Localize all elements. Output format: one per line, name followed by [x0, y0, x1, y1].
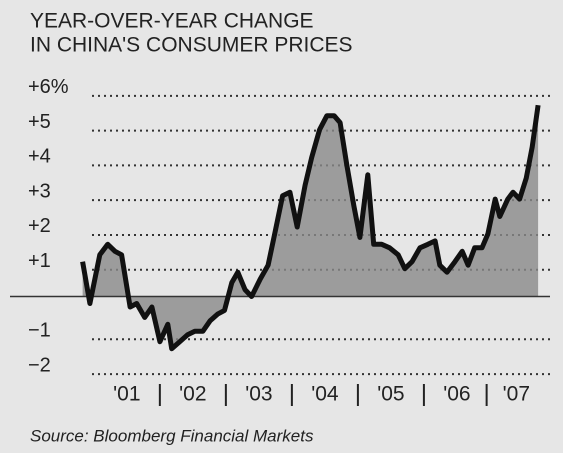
y-tick-label: +6% — [28, 76, 69, 98]
y-tick-label: +3 — [28, 180, 51, 202]
y-tick-label: −1 — [28, 320, 51, 342]
chart-title: YEAR-OVER-YEAR CHANGE — [30, 10, 314, 33]
x-tick-label: '04 — [311, 383, 339, 406]
x-tick-label: '05 — [377, 383, 404, 406]
x-tick-label: '03 — [245, 383, 272, 406]
y-tick-label: +4 — [28, 146, 51, 168]
line — [80, 104, 541, 352]
x-tick-label: '02 — [179, 383, 206, 406]
x-tick-label: '06 — [443, 383, 470, 406]
x-tick-label: '01 — [113, 383, 140, 406]
source: Source: Bloomberg Financial Markets — [30, 426, 314, 445]
x-tick-label: '07 — [503, 383, 530, 406]
y-tick-label: +5 — [28, 111, 51, 133]
area — [82, 105, 539, 349]
y-tick-label: +2 — [28, 215, 51, 237]
y-tick-label: −2 — [28, 354, 51, 376]
y-tick-label: +1 — [28, 250, 51, 272]
chart-title: IN CHINA'S CONSUMER PRICES — [30, 34, 353, 57]
